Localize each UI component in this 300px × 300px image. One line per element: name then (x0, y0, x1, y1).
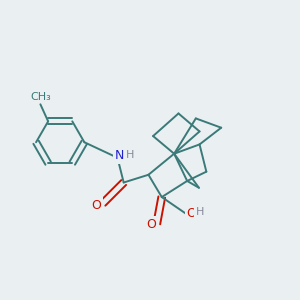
Text: H: H (126, 150, 135, 160)
Text: O: O (91, 199, 101, 212)
Text: O: O (187, 207, 196, 220)
Text: O: O (146, 218, 156, 231)
Text: CH₃: CH₃ (30, 92, 51, 102)
Text: N: N (115, 149, 124, 162)
Text: H: H (196, 207, 204, 217)
